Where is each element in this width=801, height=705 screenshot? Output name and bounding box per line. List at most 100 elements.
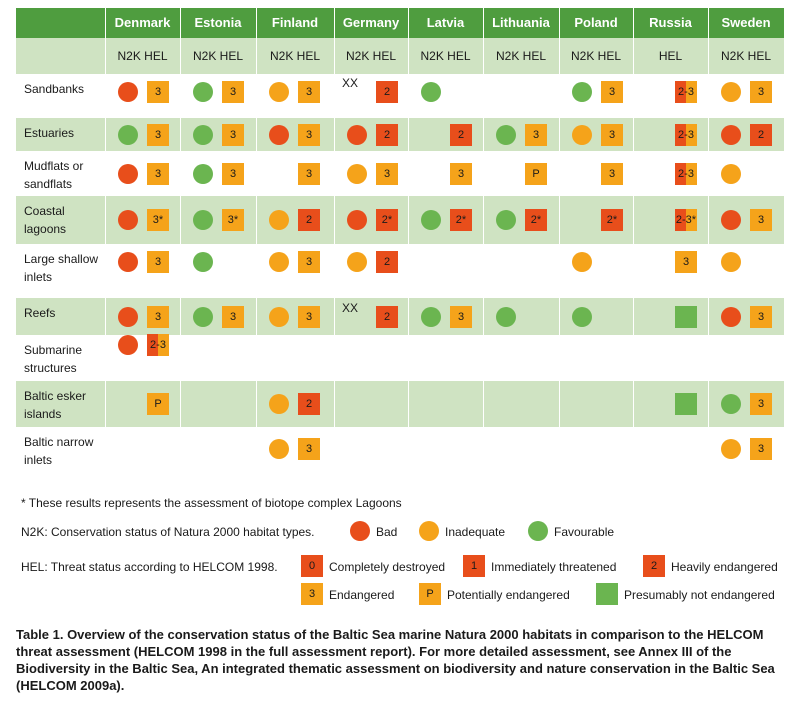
hel-status-square: 3 [450, 163, 472, 185]
n2k-status-circle [347, 164, 367, 184]
country-header: Russia [649, 15, 692, 30]
hel-status-square: 3 [750, 209, 772, 231]
hel-status-square: 2* [525, 209, 547, 231]
n2k-status-circle [572, 82, 592, 102]
n2k-status-circle [496, 125, 516, 145]
hel-status-square: 2 [376, 251, 398, 273]
hel-status-square: 3 [601, 81, 623, 103]
column-divider [483, 8, 484, 483]
hel-status-square: 2 [298, 393, 320, 415]
table-row: Baltic narrow inlets 3 3 [16, 427, 784, 483]
n2k-status-circle [721, 439, 741, 459]
hel-status-square [675, 306, 697, 328]
habitat-label: Submarine structures [24, 343, 83, 375]
country-header: Estonia [194, 15, 242, 30]
country-header-row: Denmark Estonia Finland Germany Latvia Lithua… [16, 8, 784, 38]
subheader-cell: N2K HEL [495, 49, 547, 63]
habitat-label: Large shallow inlets [24, 252, 99, 284]
n2k-status-circle [421, 210, 441, 230]
legend-potentially-label: Potentially endangered [447, 588, 570, 602]
n2k-status-circle [269, 210, 289, 230]
column-divider [633, 8, 634, 483]
hel-status-square: 3 [222, 81, 244, 103]
table-caption: Table 1. Overview of the conservation st… [16, 626, 786, 694]
hel-status-square: 2-3 [675, 163, 697, 185]
legend-destroyed-label: Completely destroyed [329, 560, 446, 574]
n2k-status-circle [496, 307, 516, 327]
n2k-status-circle [721, 125, 741, 145]
n2k-status-circle [118, 335, 138, 355]
n2k-status-circle [347, 210, 367, 230]
hel-status-square: 3 [298, 163, 320, 185]
n2k-status-circle [269, 125, 289, 145]
legend-bad-circle [350, 521, 370, 541]
subheader-cell: N2K HEL [570, 49, 622, 63]
caption-lead: Table 1. [16, 627, 64, 642]
habitat-label: Reefs [24, 306, 56, 320]
legend-inadequate-circle [419, 521, 439, 541]
legend-s3-square: 3 [301, 583, 323, 605]
column-divider [408, 8, 409, 483]
hel-status-square: 2-3 [147, 334, 169, 356]
n2k-unknown-mark: XX [342, 76, 359, 90]
n2k-status-circle [118, 164, 138, 184]
table-row: Reefs 3 3 3 XX 2 3 3 [16, 298, 784, 335]
country-header: Finland [271, 15, 319, 30]
legend-s1-square: 1 [463, 555, 485, 577]
country-header: Lithuania [492, 15, 550, 30]
n2k-status-circle [572, 307, 592, 327]
n2k-status-circle [721, 252, 741, 272]
column-divider [256, 8, 257, 483]
legend-not-endangered-label: Presumably not endangered [624, 588, 775, 602]
hel-status-square: 3 [298, 124, 320, 146]
subheader-cell: N2K HEL [269, 49, 321, 63]
legend-sP-square: P [419, 583, 441, 605]
hel-status-square: 3 [450, 306, 472, 328]
hel-status-square: 2 [298, 209, 320, 231]
hel-status-square: 3 [675, 251, 697, 273]
legend-heavily-label: Heavily endangered [671, 560, 778, 574]
hel-status-square: 3 [147, 124, 169, 146]
hel-status-square: 2* [376, 209, 398, 231]
hel-status-square: 3 [222, 306, 244, 328]
n2k-status-circle [193, 164, 213, 184]
hel-status-square: 3* [222, 209, 244, 231]
subheader-row: N2K HEL N2K HEL N2K HEL N2K HEL N2K HEL N2K H… [16, 38, 784, 74]
hel-status-square: 3 [147, 81, 169, 103]
legend-bad-label: Bad [376, 525, 398, 539]
hel-status-square: 3 [147, 251, 169, 273]
n2k-status-circle [193, 125, 213, 145]
n2k-status-circle [269, 394, 289, 414]
n2k-status-circle [721, 307, 741, 327]
habitat-label: Sandbanks [24, 82, 85, 96]
legend-immediately-label: Immediately threatened [491, 560, 617, 574]
legend-inadequate-label: Inadequate [445, 525, 506, 539]
n2k-status-circle [118, 82, 138, 102]
column-divider [180, 8, 181, 483]
habitat-label: Baltic narrow inlets [24, 435, 94, 467]
hel-status-square: 2 [376, 124, 398, 146]
hel-status-square: 3 [222, 163, 244, 185]
hel-status-square: 2-3 [675, 124, 697, 146]
n2k-status-circle [721, 210, 741, 230]
legend-favourable-label: Favourable [554, 525, 615, 539]
hel-status-square: 2-3 [675, 81, 697, 103]
n2k-status-circle [193, 210, 213, 230]
legend-endangered-label: Endangered [329, 588, 395, 602]
hel-status-square: P [525, 163, 547, 185]
n2k-status-circle [721, 164, 741, 184]
table-row: Coastal lagoons 3* 3* 2 2* 2* 2* 2* 2-3* 3 [16, 196, 784, 244]
hel-status-square: 3* [147, 209, 169, 231]
n2k-status-circle [721, 394, 741, 414]
country-header: Germany [342, 15, 400, 30]
n2k-status-circle [269, 82, 289, 102]
n2k-status-circle [118, 210, 138, 230]
hel-status-square [675, 393, 697, 415]
hel-status-square: 3 [601, 163, 623, 185]
n2k-status-circle [193, 307, 213, 327]
hel-status-square: 3 [750, 306, 772, 328]
hel-status-square: 2-3* [675, 209, 697, 231]
country-header: Denmark [114, 15, 171, 30]
hel-status-square: 3 [298, 81, 320, 103]
habitat-label: Estuaries [24, 126, 75, 140]
